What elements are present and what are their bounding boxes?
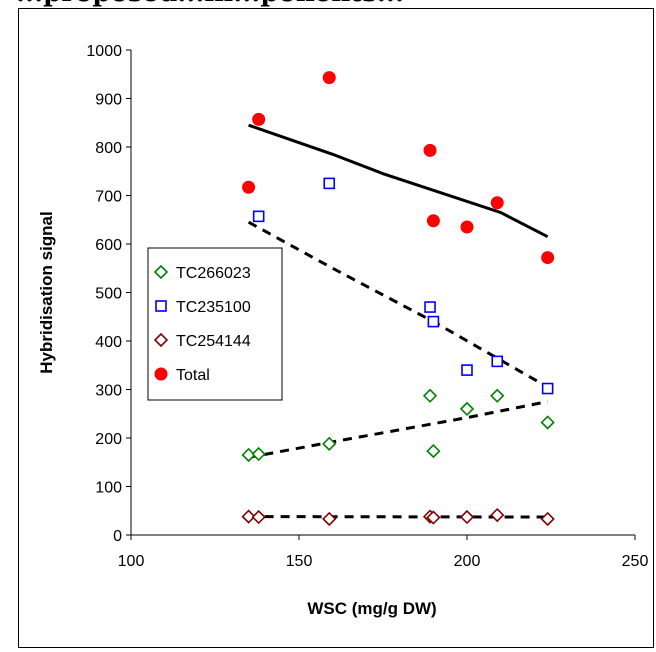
- x-tick-label: 150: [286, 553, 313, 570]
- y-tick-label: 500: [95, 286, 122, 303]
- x-tick-label: 250: [622, 553, 649, 570]
- legend-label: TC254144: [176, 333, 251, 350]
- data-point-total: [322, 71, 336, 85]
- data-point-tc235100: [323, 177, 336, 190]
- trend-line-tc266023: [248, 400, 548, 459]
- y-tick-label: 700: [95, 189, 122, 206]
- data-point-tc235100: [541, 382, 554, 395]
- data-point-total: [242, 180, 256, 194]
- legend-label: TC235100: [176, 299, 251, 316]
- y-tick-label: 300: [95, 383, 122, 400]
- data-point-tc254144: [241, 509, 256, 524]
- data-point-tc266023: [251, 446, 266, 462]
- legend-label: TC266023: [176, 265, 251, 282]
- x-tick-label: 200: [454, 553, 481, 570]
- data-point-tc266023: [540, 415, 555, 430]
- x-axis-title: WSC (mg/g DW): [307, 599, 436, 618]
- data-point-tc266023: [422, 388, 438, 403]
- legend-marker-total: [154, 367, 168, 381]
- data-point-total: [252, 112, 266, 126]
- y-tick-label: 0: [113, 528, 122, 545]
- data-point-tc235100: [424, 301, 436, 313]
- data-point-tc235100: [461, 364, 473, 376]
- trend-line-total: [248, 123, 549, 239]
- chart-frame: [18, 8, 654, 648]
- data-point-total: [541, 251, 555, 265]
- cropped-header-text: ...proposed...in...ponents...: [16, 0, 656, 8]
- data-point-tc254144: [322, 511, 337, 527]
- data-point-tc254144: [540, 511, 555, 527]
- data-point-total: [460, 220, 474, 234]
- y-tick-label: 1000: [86, 43, 122, 60]
- data-point-tc235100: [427, 315, 440, 328]
- legend-marker-tc266023: [153, 264, 169, 280]
- data-point-tc235100: [252, 210, 265, 223]
- legend-marker-tc235100: [155, 300, 167, 312]
- y-tick-label: 900: [95, 92, 122, 109]
- y-tick-label: 200: [95, 431, 122, 448]
- data-point-tc266023: [459, 401, 475, 417]
- data-point-tc254144: [490, 507, 505, 523]
- data-point-tc266023: [322, 436, 337, 451]
- data-point-total: [426, 214, 440, 228]
- y-tick-label: 600: [95, 237, 122, 254]
- x-tick-label: 100: [118, 553, 145, 570]
- y-tick-label: 100: [95, 480, 122, 497]
- trend-line-tc235100: [247, 220, 549, 389]
- y-tick-label: 800: [95, 140, 122, 157]
- data-point-tc266023: [490, 388, 505, 403]
- legend-marker-tc254144: [153, 332, 169, 348]
- y-tick-label: 400: [95, 334, 122, 351]
- legend-box: [147, 247, 283, 401]
- data-point-total: [490, 196, 504, 210]
- data-point-total: [423, 143, 437, 157]
- data-point-tc254144: [251, 509, 266, 525]
- data-point-tc266023: [426, 443, 441, 459]
- data-point-tc235100: [491, 355, 504, 368]
- legend-label: Total: [176, 367, 210, 384]
- data-point-tc254144: [459, 509, 475, 525]
- y-axis-title: Hybridisation signal: [37, 211, 56, 373]
- data-point-tc254144: [426, 510, 441, 525]
